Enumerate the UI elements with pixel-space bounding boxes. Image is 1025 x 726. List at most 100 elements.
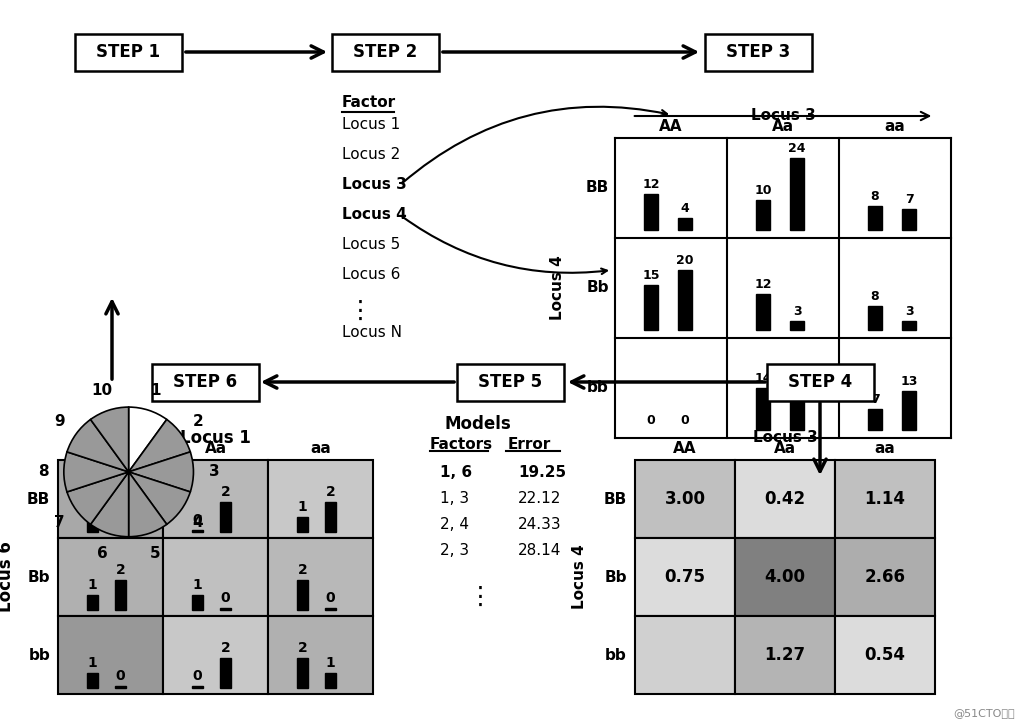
Text: 15: 15	[643, 269, 660, 282]
Text: 12: 12	[754, 278, 772, 291]
Bar	[790, 321, 804, 330]
Bar	[192, 595, 203, 610]
Text: Locus 1: Locus 1	[342, 117, 400, 132]
Bar	[735, 538, 835, 616]
Text: STEP 5: STEP 5	[478, 373, 542, 391]
Text: 3.00: 3.00	[664, 490, 705, 508]
Text: 9: 9	[54, 414, 65, 429]
Bar	[192, 530, 203, 532]
Bar	[756, 388, 770, 430]
Text: 1.14: 1.14	[864, 490, 905, 508]
Bar	[58, 616, 163, 694]
Text: 1: 1	[150, 383, 160, 398]
Text: 1: 1	[326, 656, 335, 670]
Text: BB: BB	[604, 492, 627, 507]
Bar	[835, 460, 935, 538]
Bar	[87, 673, 98, 688]
Bar	[835, 616, 935, 694]
Bar	[268, 538, 373, 616]
Text: Locus 3: Locus 3	[752, 431, 817, 446]
Text: Locus 6: Locus 6	[342, 267, 401, 282]
Bar	[220, 502, 231, 532]
Text: 10: 10	[754, 184, 772, 197]
Bar	[735, 616, 835, 694]
Text: Bb: Bb	[605, 569, 627, 584]
Text: 28.14: 28.14	[518, 543, 562, 558]
Bar	[868, 206, 882, 230]
Text: 3: 3	[209, 465, 219, 479]
Text: aa: aa	[311, 441, 331, 456]
Text: Aa: Aa	[774, 441, 796, 456]
Text: 3: 3	[905, 305, 913, 318]
Text: ⋮: ⋮	[467, 585, 492, 609]
FancyBboxPatch shape	[767, 364, 873, 401]
Text: 0: 0	[220, 591, 231, 605]
Text: bb: bb	[587, 380, 609, 396]
Text: 13: 13	[900, 375, 917, 388]
Text: BB: BB	[27, 492, 50, 507]
Bar	[868, 409, 882, 430]
Text: Locus 2: Locus 2	[342, 147, 400, 162]
Bar	[902, 321, 916, 330]
Bar	[115, 686, 126, 688]
FancyBboxPatch shape	[152, 364, 258, 401]
Bar	[163, 460, 268, 538]
Text: 0: 0	[193, 513, 202, 527]
Text: 8: 8	[870, 190, 879, 203]
Text: 11: 11	[788, 381, 806, 394]
Text: 7: 7	[870, 393, 879, 406]
Text: Bb: Bb	[28, 569, 50, 584]
Wedge shape	[67, 472, 129, 524]
Wedge shape	[128, 407, 167, 472]
Bar	[756, 294, 770, 330]
Text: Locus 5: Locus 5	[342, 237, 400, 252]
Text: Locus 4: Locus 4	[573, 544, 587, 609]
Text: 0: 0	[647, 414, 655, 427]
Text: Bb: Bb	[586, 280, 609, 295]
Text: STEP 6: STEP 6	[173, 373, 237, 391]
Text: 1: 1	[193, 578, 202, 592]
Bar	[644, 194, 658, 230]
FancyBboxPatch shape	[331, 33, 439, 70]
Bar	[297, 580, 308, 610]
Text: 5: 5	[150, 546, 160, 560]
Text: 24: 24	[788, 142, 806, 155]
Bar	[192, 686, 203, 688]
Bar	[58, 460, 163, 538]
Wedge shape	[67, 420, 129, 472]
Text: 1, 6: 1, 6	[440, 465, 473, 480]
Text: 2: 2	[297, 641, 308, 656]
Bar	[220, 608, 231, 610]
Text: STEP 2: STEP 2	[353, 43, 417, 61]
Text: 10: 10	[91, 383, 113, 398]
Text: 1: 1	[87, 656, 97, 670]
Text: STEP 4: STEP 4	[788, 373, 852, 391]
Text: Aa: Aa	[772, 119, 794, 134]
Text: 2.66: 2.66	[864, 568, 905, 586]
Bar	[636, 616, 735, 694]
Text: 19.25: 19.25	[518, 465, 566, 480]
Text: Locus 3: Locus 3	[342, 177, 407, 192]
Text: 24.33: 24.33	[518, 517, 562, 532]
Text: 12: 12	[643, 178, 660, 191]
Text: Error: Error	[508, 437, 551, 452]
Text: aa: aa	[885, 119, 905, 134]
Text: 7: 7	[905, 193, 913, 206]
Text: Factors: Factors	[430, 437, 493, 452]
Text: STEP 3: STEP 3	[726, 43, 790, 61]
Text: 3: 3	[792, 305, 802, 318]
Bar	[220, 658, 231, 688]
Bar	[835, 538, 935, 616]
Bar	[115, 580, 126, 610]
Text: ⋮: ⋮	[347, 299, 372, 323]
Text: bb: bb	[605, 648, 627, 663]
Text: 2: 2	[326, 486, 335, 499]
Bar	[636, 460, 735, 538]
Text: 6: 6	[96, 546, 108, 560]
Text: Aa: Aa	[204, 441, 227, 456]
Text: 0.42: 0.42	[765, 490, 806, 508]
Text: 2: 2	[116, 563, 125, 577]
Bar	[325, 673, 336, 688]
Text: 1: 1	[297, 500, 308, 514]
Bar	[268, 616, 373, 694]
